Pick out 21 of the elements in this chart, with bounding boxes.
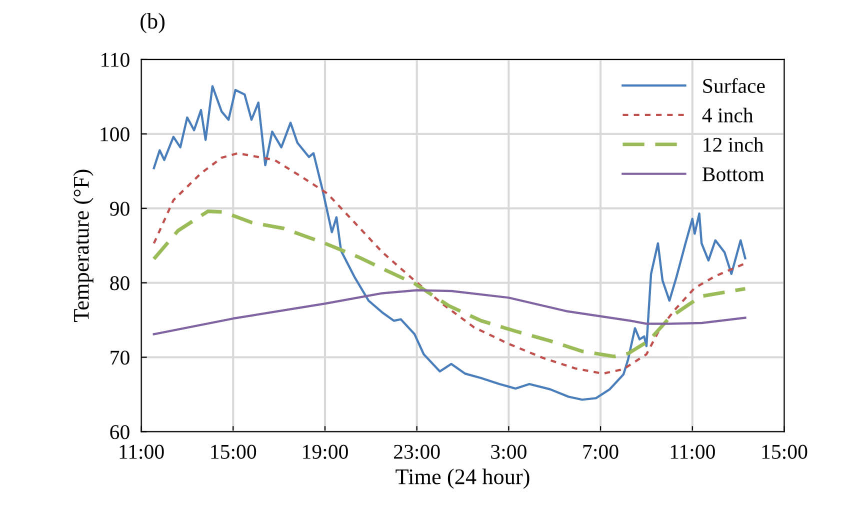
x-tick-label: 3:00 [491, 444, 526, 459]
x-tick-label: 23:00 [394, 444, 440, 459]
legend-label: Surface [703, 78, 765, 93]
legend-label: 4 inch [702, 108, 754, 122]
y-axis-title: Temperature (°F) [73, 170, 94, 322]
y-tick-label: 70 [110, 350, 130, 365]
x-tick-label: 11:00 [120, 444, 164, 459]
y-tick-label: 90 [110, 202, 130, 216]
y-tick-label: 110 [102, 52, 130, 67]
x-tick-label: 19:00 [303, 444, 348, 459]
legend-label: Bottom [702, 167, 764, 182]
y-tick-label: 100 [100, 127, 130, 142]
x-tick-label: 15:00 [211, 444, 256, 459]
x-tick-label: 15:00 [762, 444, 808, 459]
x-axis-title: Time (24 hour) [396, 468, 530, 489]
y-tick-label: 80 [110, 276, 130, 290]
y-tick-label: 60 [110, 425, 130, 440]
legend-label: 12 inch [704, 137, 764, 152]
chart-title: (b) [140, 13, 165, 34]
x-tick-label: 11:00 [670, 444, 715, 459]
x-tick-label: 7:00 [583, 444, 618, 459]
